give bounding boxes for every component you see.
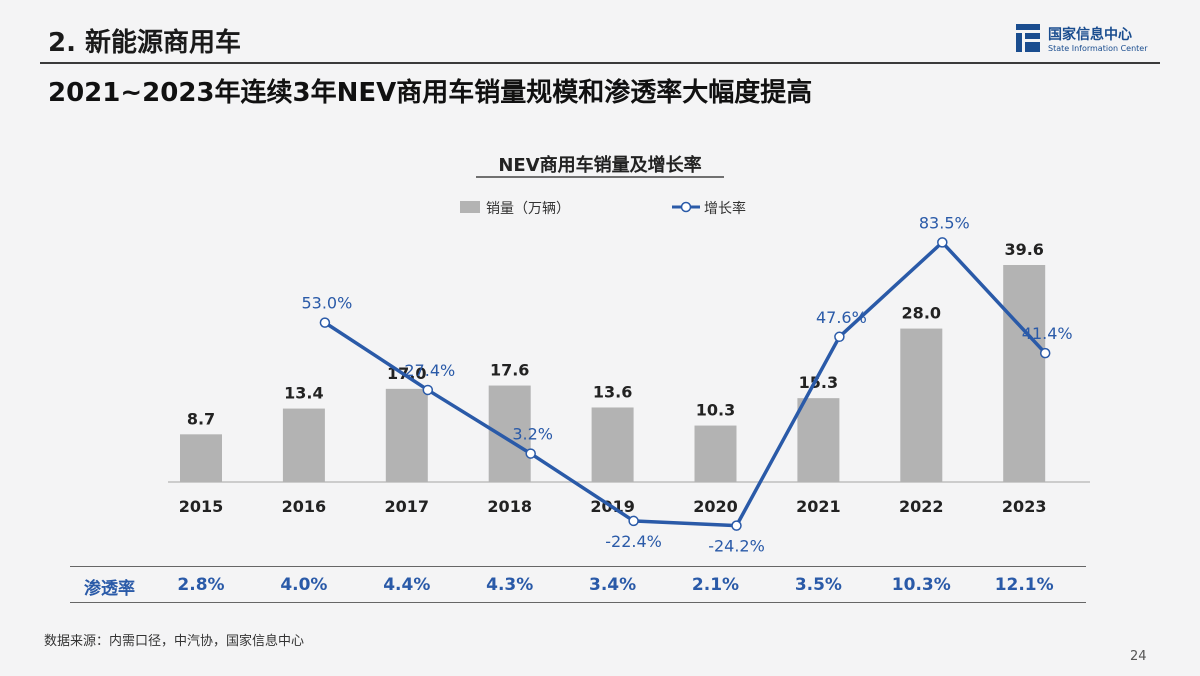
- bar-label-2019: 13.6: [593, 382, 632, 401]
- penetration-top-rule: [70, 566, 1086, 567]
- penetration-2019: 3.4%: [589, 575, 637, 595]
- growth-label-2017: 27.4%: [404, 361, 455, 380]
- growth-point-2018: [525, 448, 536, 459]
- bar-label-2015: 8.7: [187, 409, 215, 428]
- growth-label-2022: 83.5%: [919, 213, 970, 232]
- x-tick-2018: 2018: [487, 497, 532, 516]
- section-title: 2. 新能源商用车: [48, 28, 242, 58]
- bar-2019: [591, 407, 634, 482]
- growth-point-2016: [319, 317, 331, 328]
- growth-line-series: [319, 237, 1051, 531]
- penetration-2015: 2.8%: [177, 575, 225, 595]
- penetration-2020: 2.1%: [691, 575, 740, 595]
- growth-label-2020: -24.2%: [708, 537, 765, 556]
- growth-point-2019: [628, 515, 639, 527]
- penetration-2018: 4.3%: [486, 575, 534, 595]
- bar-label-2021: 15.3: [799, 373, 838, 392]
- logo-text-en: State Information Center: [1048, 44, 1148, 53]
- chart-title: NEV商用车销量及增长率: [498, 154, 701, 176]
- penetration-2021: 3.5%: [794, 575, 842, 595]
- penetration-2017: 4.4%: [383, 575, 431, 595]
- legend-line-label: 增长率: [704, 200, 746, 217]
- x-tick-2022: 2022: [899, 497, 944, 516]
- bar-2020: [694, 425, 737, 482]
- penetration-row-label: 渗透率: [84, 579, 135, 599]
- bar-label-2016: 13.4: [284, 384, 323, 403]
- bar-2021: [797, 398, 840, 482]
- growth-label-2019: -22.4%: [605, 532, 662, 551]
- growth-point-2020: [731, 520, 742, 531]
- penetration-2016: 4.0%: [280, 575, 328, 595]
- logo-text-cn: 国家信息中心: [1048, 27, 1132, 43]
- logo-mark-icon: [1016, 24, 1040, 52]
- legend-bar-swatch: [460, 201, 480, 213]
- penetration-2023: 12.1%: [994, 575, 1054, 595]
- bar-value-labels: 8.713.417.0 17.613.610.315.328.039.6: [187, 240, 1044, 428]
- growth-point-2021: [834, 331, 845, 343]
- bar-label-2022: 28.0: [902, 304, 941, 323]
- x-tick-2023: 2023: [1002, 497, 1047, 516]
- slide-title: 2021~2023年连续3年NEV商用车销量规模和渗透率大幅度提高: [48, 78, 813, 108]
- x-tick-2016: 2016: [282, 497, 327, 516]
- bar-series: [180, 264, 1046, 482]
- bar-2022: [900, 328, 943, 482]
- growth-point-2023: [1039, 347, 1051, 359]
- bar-label-2020: 10.3: [696, 401, 735, 420]
- growth-label-2016: 53.0%: [301, 294, 352, 313]
- x-tick-2020: 2020: [693, 497, 738, 516]
- growth-point-2017: [422, 384, 434, 396]
- growth-label-2021: 47.6%: [816, 308, 867, 327]
- bar-2015: [180, 434, 222, 482]
- bar-2016: [282, 408, 325, 482]
- growth-point-2022: [937, 237, 948, 248]
- legend: 销量（万辆） 增长率: [460, 200, 746, 217]
- growth-label-2023: 41.4%: [1022, 324, 1073, 343]
- page-number: 24: [1130, 649, 1147, 664]
- legend-bar-label: 销量（万辆）: [486, 201, 570, 217]
- growth-line: [323, 240, 1047, 528]
- penetration-bottom-rule: [70, 602, 1086, 603]
- x-tick-2015: 2015: [179, 497, 224, 516]
- legend-line-marker: [680, 201, 692, 213]
- bar-2017: [385, 388, 428, 482]
- bar-label-2018: 17.6: [490, 361, 529, 380]
- x-tick-2017: 2017: [385, 497, 430, 516]
- data-source-note: 数据来源：内需口径，中汽协，国家信息中心: [44, 634, 305, 649]
- logo: 国家信息中心 State Information Center: [1016, 24, 1166, 58]
- growth-value-labels: 53.0% 27.4% 3.2% -22.4% -24.2% 47.6% 83.5% 41.4…: [301, 213, 1072, 555]
- bar-2023: [1003, 264, 1046, 482]
- growth-label-2018: 3.2%: [512, 425, 553, 444]
- header-divider: [40, 62, 1160, 64]
- penetration-2022: 10.3%: [891, 575, 951, 595]
- x-tick-2021: 2021: [796, 497, 841, 516]
- bar-label-2023: 39.6: [1004, 240, 1043, 259]
